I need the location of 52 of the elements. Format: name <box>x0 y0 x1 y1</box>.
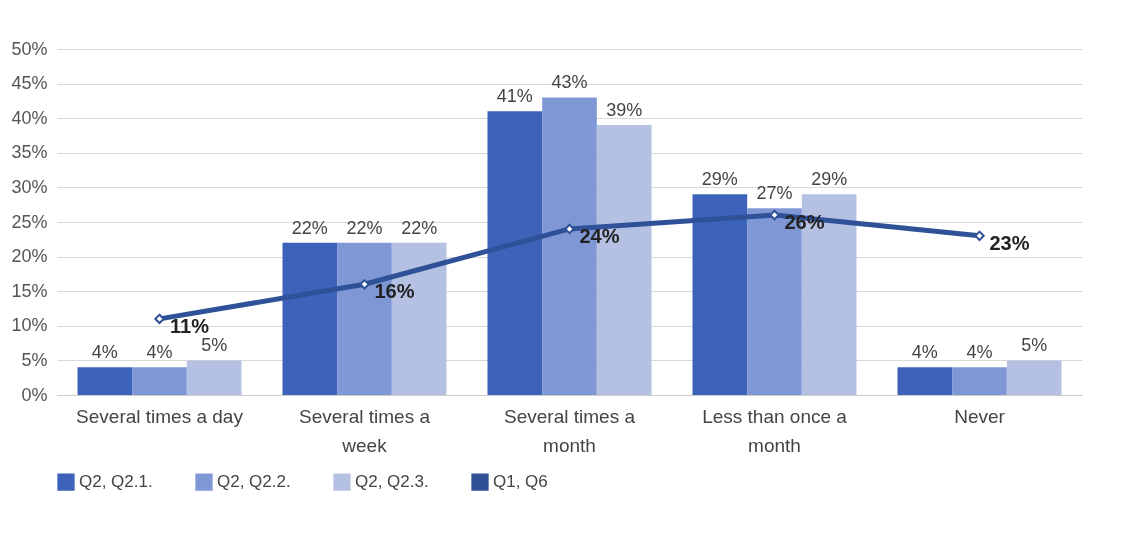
legend-label: Q2, Q2.2. <box>217 472 291 492</box>
data-label: 4% <box>146 342 173 363</box>
data-label: 41% <box>496 86 533 107</box>
x-tick-label: Several times a month <box>504 405 636 456</box>
data-label: 26% <box>784 211 825 234</box>
x-tick-label: Never <box>954 405 1006 427</box>
data-label: 4% <box>91 342 118 363</box>
data-label: 43% <box>551 72 588 93</box>
y-tick-label: 40% <box>11 107 48 128</box>
bar <box>692 194 748 395</box>
data-label: 29% <box>811 169 848 190</box>
data-label: 4% <box>966 342 993 363</box>
data-label: 24% <box>579 224 620 247</box>
data-label: 22% <box>401 217 438 238</box>
y-tick-label: 50% <box>11 38 48 59</box>
bar <box>952 367 1007 395</box>
point <box>359 279 370 290</box>
bar <box>1006 360 1062 395</box>
bar <box>132 367 187 395</box>
legend-label: Q2, Q2.3. <box>355 472 429 492</box>
x-tick-label: Several times a week <box>299 405 431 456</box>
y-tick-label: 0% <box>21 384 48 405</box>
point <box>154 313 165 325</box>
data-label: 22% <box>291 217 328 238</box>
data-label: 5% <box>1021 335 1048 356</box>
data-label: 29% <box>701 169 738 190</box>
bar <box>186 360 242 395</box>
bar <box>282 242 338 395</box>
x-tick-label: Several times a day <box>76 405 244 427</box>
point <box>974 230 985 242</box>
data-label: 4% <box>911 342 938 363</box>
y-tick-label: 5% <box>21 349 48 370</box>
y-tick-label: 45% <box>11 73 48 94</box>
legend-label: Q1, Q6 <box>493 472 548 492</box>
y-tick-label: 35% <box>11 142 48 163</box>
data-label: 16% <box>374 280 415 303</box>
y-tick-label: 10% <box>11 315 48 336</box>
data-label: 5% <box>201 335 228 356</box>
data-label: 27% <box>756 183 793 204</box>
legend-label: Q2, Q2.1. <box>79 472 153 492</box>
y-tick-label: 20% <box>11 246 48 267</box>
x-tick-label: Less than once a month <box>702 405 848 456</box>
bar <box>487 111 543 395</box>
y-tick-label: 25% <box>11 211 48 232</box>
data-label: 11% <box>170 314 210 337</box>
y-tick-label: 15% <box>11 280 48 301</box>
data-label: 39% <box>606 100 643 121</box>
data-label: 22% <box>346 217 383 238</box>
data-label: 23% <box>989 231 1030 254</box>
y-tick-label: 30% <box>11 176 48 197</box>
bar <box>897 367 953 395</box>
bar <box>77 367 133 395</box>
